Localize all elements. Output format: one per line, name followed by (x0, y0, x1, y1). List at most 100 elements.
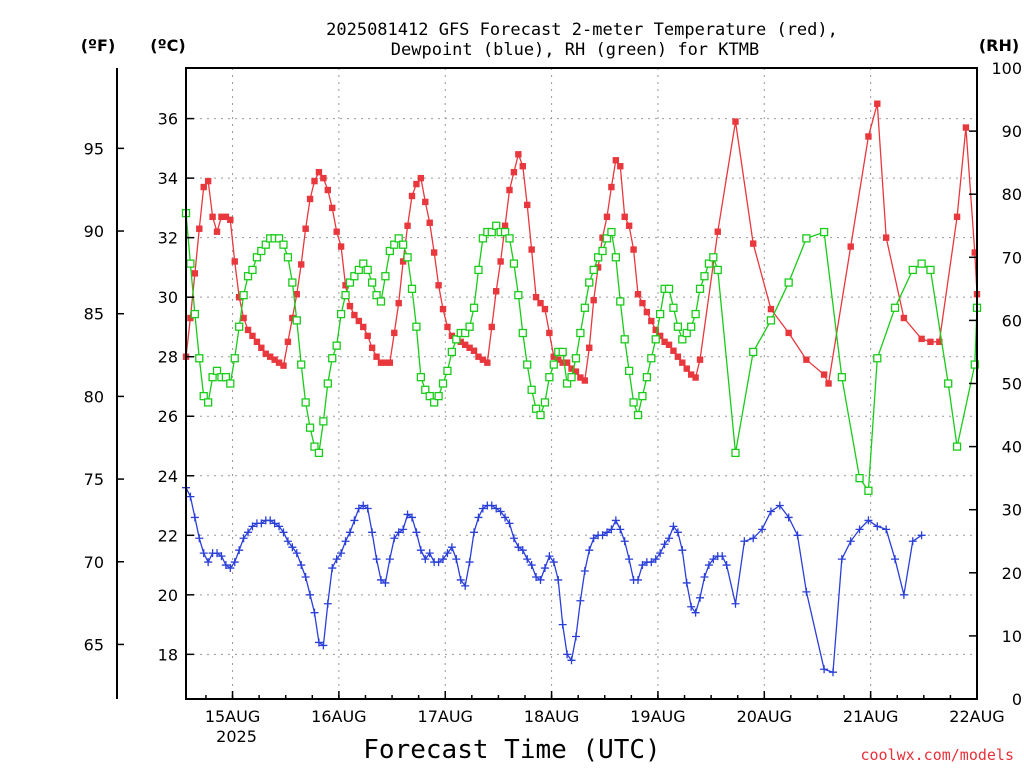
rh-point (350, 272, 359, 281)
temperature-point (408, 192, 416, 200)
temperature-point (541, 305, 549, 313)
dewpoint-point (399, 525, 408, 534)
rh-point (332, 341, 341, 350)
dewpoint-point (656, 549, 665, 558)
dewpoint-point (891, 555, 900, 564)
rh-point (421, 385, 430, 394)
temperature-point (692, 374, 699, 381)
rh-point (204, 398, 213, 407)
rh-point (257, 246, 266, 256)
rh-point (562, 379, 572, 388)
temperature-point (351, 311, 358, 319)
temperature-point (430, 249, 438, 256)
rh-point (944, 379, 953, 388)
rh-point (381, 272, 390, 281)
temperature-point (337, 243, 345, 250)
dewpoint-point (416, 546, 425, 555)
rh-point (908, 265, 917, 275)
rh-point (297, 360, 306, 369)
axis-ticks: 18 20 22 24 26 28 30 32 34 36 65 70 75 80 85 90 95 0 10 20 3… (84, 59, 1022, 746)
dewpoint-point (230, 558, 239, 567)
temperature-point (399, 258, 407, 265)
dewpoint-point (917, 531, 926, 540)
dewpoint-point (461, 581, 470, 590)
temperature-point (687, 371, 695, 378)
dewpoint-point (820, 665, 829, 674)
rh-point (802, 234, 811, 243)
dewpoint-point (425, 549, 434, 558)
temperature-point (971, 249, 978, 256)
rh-point (647, 354, 656, 363)
rh-point (602, 234, 612, 243)
dewpoint-point (390, 534, 399, 543)
rh-point (616, 297, 625, 306)
dewpoint-point (363, 504, 372, 513)
rh-point (505, 234, 514, 243)
x-tick-label: 17AUG (418, 707, 473, 726)
dewpoint-point (704, 561, 713, 570)
temperature-point (320, 174, 327, 182)
rh-point (837, 373, 846, 382)
dewpoint-point (368, 528, 377, 537)
dewpoint-point (301, 572, 310, 581)
temperature-point (581, 377, 589, 384)
temperature-point (235, 293, 243, 301)
dewpoint-point (337, 549, 346, 558)
chart-title: 2025081412 GFS Forecast 2-meter Temperat… (326, 20, 838, 40)
rh-point (952, 442, 962, 451)
rh-tick-label: 90 (1002, 122, 1022, 141)
rh-point (576, 328, 585, 338)
rh-point (208, 373, 217, 382)
temperature-point (572, 368, 580, 375)
rh-point (367, 278, 377, 287)
dewpoint-point (332, 555, 341, 564)
rh-point (682, 328, 691, 338)
temperature-point (461, 341, 469, 349)
rh-point (230, 354, 239, 363)
dewpoint-point (310, 608, 319, 617)
rh-point (465, 322, 474, 331)
rh-point (252, 253, 262, 262)
dewpoint-point (536, 575, 545, 584)
dewpoint-point (700, 572, 709, 581)
temperature-point (333, 228, 340, 235)
dewpoint-point (882, 525, 891, 534)
rh-point (274, 234, 284, 243)
rh-point (385, 246, 394, 256)
dewpoint-point (758, 525, 767, 534)
rh-tick-label: 100 (991, 59, 1022, 78)
rh-line (185, 213, 978, 493)
temperature-point (630, 246, 637, 253)
temperature-point (785, 329, 792, 337)
temperature-point (577, 374, 584, 381)
temperature-point (652, 326, 659, 334)
dewpoint-point (195, 534, 204, 543)
rh-point (518, 328, 527, 338)
celsius-unit-label: (ºC) (150, 36, 185, 55)
rh-unit-label: (RH) (979, 36, 1019, 55)
plot-frame (185, 67, 978, 700)
rh-point (819, 227, 829, 237)
temperature-point (643, 308, 651, 316)
rh-point (855, 473, 864, 483)
rh-point (305, 423, 315, 432)
temperature-point (187, 314, 194, 322)
celsius-tick-label: 24 (158, 467, 178, 486)
rh-point (873, 354, 882, 363)
rh-point (363, 265, 372, 275)
dewpoint-point (580, 567, 589, 576)
rh-point (279, 240, 288, 249)
temperature-point (315, 168, 323, 176)
dewpoint-point (244, 528, 253, 537)
temperature-point (936, 338, 943, 346)
x-tick-label: 16AUG (311, 707, 366, 726)
temperature-point (586, 344, 593, 351)
rh-point (447, 347, 457, 357)
temperature-point (612, 157, 620, 164)
celsius-tick-label: 18 (158, 645, 178, 664)
rh-point (226, 379, 235, 388)
rh-point (691, 309, 700, 319)
rh-point (589, 265, 598, 275)
rh-point (341, 291, 350, 300)
x-tick-label: 20AUG (737, 707, 792, 726)
